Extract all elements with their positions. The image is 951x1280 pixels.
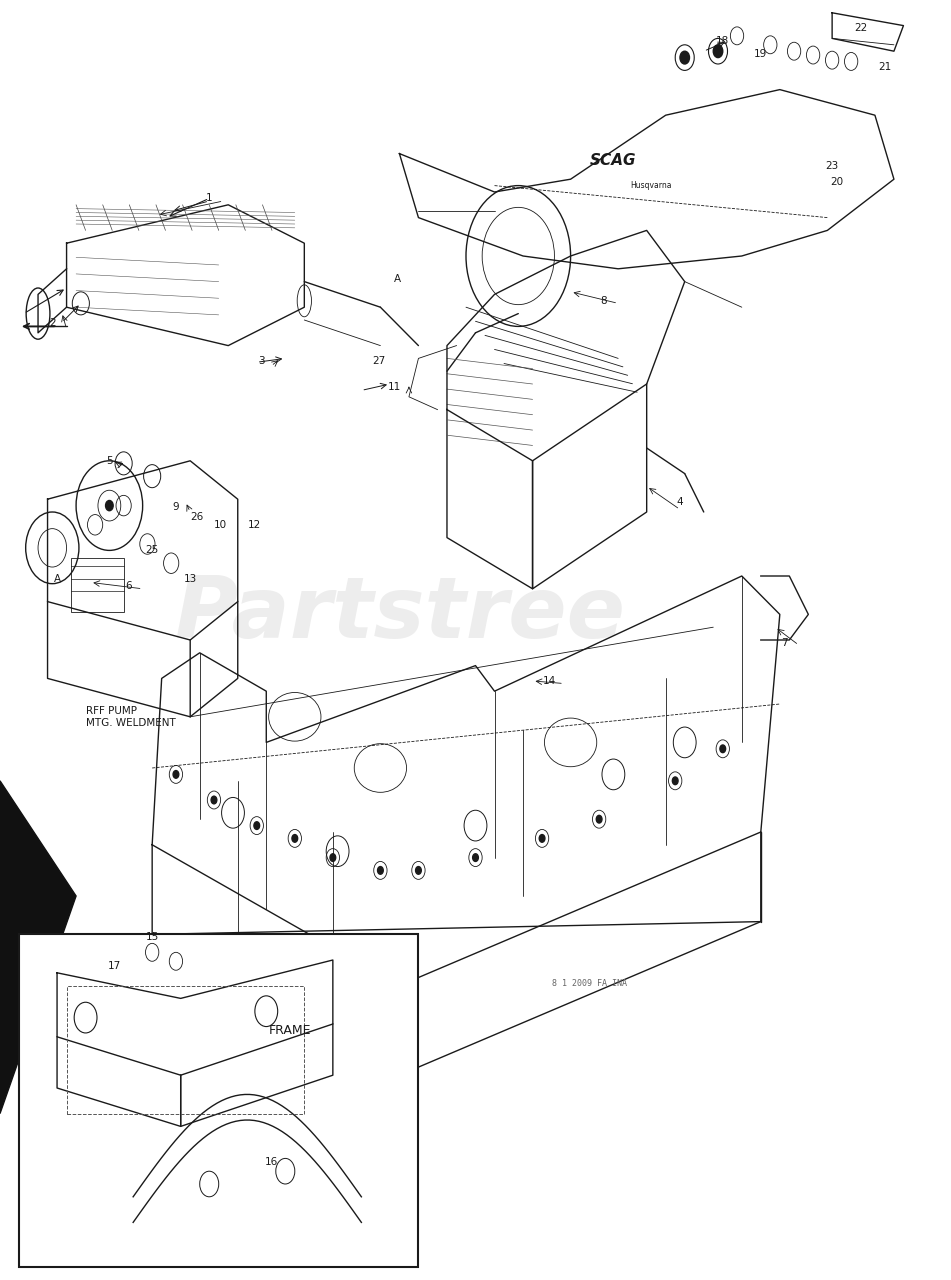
Text: 4: 4 xyxy=(677,497,683,507)
Text: 8: 8 xyxy=(601,296,607,306)
Text: 7: 7 xyxy=(782,637,787,648)
Text: 22: 22 xyxy=(854,23,867,33)
Text: 17: 17 xyxy=(107,961,121,972)
Text: 25: 25 xyxy=(146,545,159,556)
Text: 26: 26 xyxy=(190,512,204,522)
Text: 11: 11 xyxy=(388,381,401,392)
Circle shape xyxy=(596,815,602,823)
Bar xyxy=(71,558,124,612)
Text: 3: 3 xyxy=(259,356,264,366)
Circle shape xyxy=(378,867,383,874)
Circle shape xyxy=(539,835,545,842)
Text: 14: 14 xyxy=(543,676,556,686)
Text: 1: 1 xyxy=(206,193,212,204)
Text: RFF PUMP
MTG. WELDMENT: RFF PUMP MTG. WELDMENT xyxy=(86,707,175,727)
Circle shape xyxy=(106,500,113,511)
Text: Husqvarna: Husqvarna xyxy=(631,180,672,191)
Circle shape xyxy=(416,867,421,874)
Text: 13: 13 xyxy=(184,573,197,584)
Circle shape xyxy=(173,771,179,778)
Circle shape xyxy=(713,45,723,58)
Bar xyxy=(19,934,418,1267)
Bar xyxy=(67,986,304,1114)
Text: 21: 21 xyxy=(878,61,891,72)
Circle shape xyxy=(254,822,260,829)
Polygon shape xyxy=(0,781,76,1114)
Text: 10: 10 xyxy=(214,520,227,530)
Circle shape xyxy=(680,51,689,64)
Text: A: A xyxy=(394,274,401,284)
Text: 6: 6 xyxy=(126,581,131,591)
Text: 19: 19 xyxy=(754,49,767,59)
Text: A: A xyxy=(53,573,61,584)
Text: 9: 9 xyxy=(173,502,179,512)
Text: FRAME: FRAME xyxy=(269,1024,311,1037)
Text: Partstree: Partstree xyxy=(174,573,625,655)
Text: 27: 27 xyxy=(372,356,385,366)
Text: 16: 16 xyxy=(264,1157,278,1167)
Circle shape xyxy=(292,835,298,842)
Circle shape xyxy=(211,796,217,804)
Circle shape xyxy=(330,854,336,861)
Text: 8 1 2009 FA INA: 8 1 2009 FA INA xyxy=(553,978,627,988)
Circle shape xyxy=(720,745,726,753)
Text: 15: 15 xyxy=(146,932,159,942)
Circle shape xyxy=(672,777,678,785)
Text: 12: 12 xyxy=(248,520,262,530)
Text: 2: 2 xyxy=(49,317,55,328)
Text: 5: 5 xyxy=(107,456,112,466)
Text: SCAG: SCAG xyxy=(591,152,636,168)
Text: 20: 20 xyxy=(830,177,844,187)
Text: 18: 18 xyxy=(716,36,729,46)
Circle shape xyxy=(473,854,478,861)
Text: 23: 23 xyxy=(825,161,839,172)
